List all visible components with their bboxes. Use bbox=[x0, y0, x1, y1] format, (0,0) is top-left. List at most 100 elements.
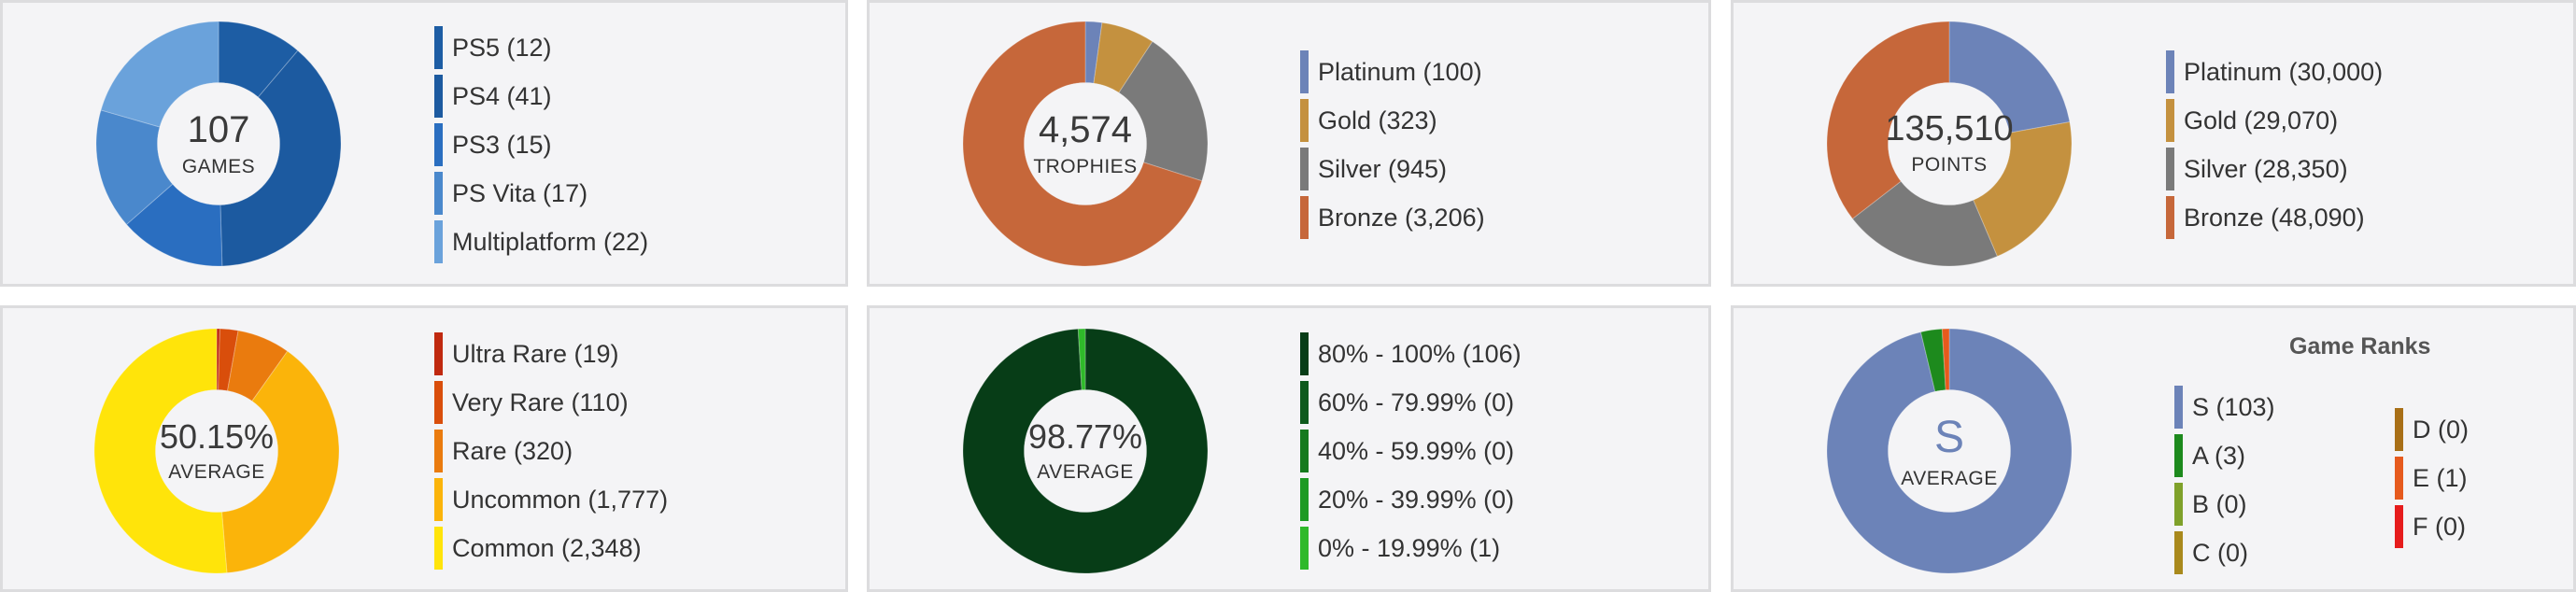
legend-label: PS Vita (17) bbox=[452, 179, 588, 207]
legend-swatch bbox=[2395, 408, 2403, 451]
donut-hole bbox=[1024, 82, 1147, 205]
legend-swatch bbox=[1300, 430, 1309, 472]
legend-swatch bbox=[434, 75, 443, 118]
legend-swatch bbox=[2395, 457, 2403, 500]
donut-svg bbox=[95, 21, 342, 267]
points-total: 135,510 bbox=[1885, 109, 2014, 148]
trophies-center: 4,574 TROPHIES bbox=[963, 111, 1208, 178]
legend-swatch bbox=[434, 172, 443, 215]
legend-swatch bbox=[2166, 99, 2174, 142]
legend-label: F (0) bbox=[2413, 513, 2466, 541]
points-panel: 135,510 POINTS Platinum (30,000) Gold (29… bbox=[1731, 0, 2576, 287]
legend-label: Rare (320) bbox=[452, 437, 573, 465]
ranks-panel: S AVERAGE Game Ranks S (103) A (3) B (0) C … bbox=[1731, 305, 2576, 592]
legend-label: PS5 (12) bbox=[452, 34, 552, 62]
legend-label: S (103) bbox=[2192, 393, 2275, 421]
ranks-average: S bbox=[1933, 413, 1964, 462]
donut-hole bbox=[1888, 82, 2011, 205]
games-donut bbox=[95, 21, 342, 267]
legend-swatch bbox=[1300, 196, 1309, 239]
legend-label: 40% - 59.99% (0) bbox=[1318, 437, 1515, 465]
legend-swatch bbox=[2166, 50, 2174, 93]
legend-label: A (3) bbox=[2192, 442, 2246, 470]
rarity-donut bbox=[93, 328, 340, 574]
rarity-panel: 50.15% AVERAGE Ultra Rare (19) Very Rare … bbox=[0, 305, 848, 592]
legend-label: Silver (945) bbox=[1318, 155, 1448, 183]
legend-swatch bbox=[434, 478, 443, 521]
legend-swatch bbox=[1300, 381, 1309, 424]
legend-swatch bbox=[1300, 332, 1309, 375]
donut-hole bbox=[1024, 389, 1147, 513]
rarity-center-label: AVERAGE bbox=[168, 461, 265, 483]
legend-swatch bbox=[434, 332, 443, 375]
legend-label: 60% - 79.99% (0) bbox=[1318, 388, 1515, 416]
points-center-label: POINTS bbox=[1911, 154, 1988, 176]
legend-label: Platinum (100) bbox=[1318, 58, 1482, 86]
legend-label: Multiplatform (22) bbox=[452, 228, 649, 256]
legend-swatch bbox=[434, 527, 443, 570]
trophies-donut bbox=[962, 21, 1209, 267]
legend-swatch bbox=[1300, 50, 1309, 93]
rarity-average: 50.15% bbox=[159, 417, 275, 456]
legend-label: C (0) bbox=[2192, 539, 2248, 567]
donut-hole bbox=[157, 82, 280, 205]
trophies-total: 4,574 bbox=[1038, 109, 1133, 150]
rarity-center: 50.15% AVERAGE bbox=[94, 420, 339, 484]
legend-label: Very Rare (110) bbox=[452, 388, 629, 416]
trophies-panel: 4,574 TROPHIES Platinum (100) Gold (323) S… bbox=[867, 0, 1711, 287]
donut-svg bbox=[93, 328, 340, 574]
donut-svg bbox=[962, 21, 1209, 267]
legend-label: D (0) bbox=[2413, 416, 2469, 444]
ranks-center-label: AVERAGE bbox=[1901, 468, 1998, 489]
completion-center: 98.77% AVERAGE bbox=[963, 420, 1208, 484]
donut-hole bbox=[155, 389, 278, 513]
legend-swatch bbox=[1300, 99, 1309, 142]
legend-label: 0% - 19.99% (1) bbox=[1318, 534, 1501, 562]
legend-label: B (0) bbox=[2192, 490, 2247, 518]
donut-svg bbox=[962, 328, 1209, 574]
games-center-label: GAMES bbox=[181, 156, 256, 177]
legend-label: E (1) bbox=[2413, 464, 2468, 492]
legend-label: Silver (28,350) bbox=[2184, 155, 2348, 183]
legend-swatch bbox=[2174, 434, 2183, 477]
legend-swatch bbox=[434, 381, 443, 424]
ranks-title: Game Ranks bbox=[2289, 333, 2431, 359]
legend-label: Uncommon (1,777) bbox=[452, 486, 669, 514]
legend-label: 20% - 39.99% (0) bbox=[1318, 486, 1515, 514]
legend-label: Platinum (30,000) bbox=[2184, 58, 2384, 86]
donut-svg bbox=[1826, 328, 2073, 574]
legend-label: 80% - 100% (106) bbox=[1318, 340, 1522, 368]
slice-ps-vita[interactable] bbox=[95, 109, 174, 226]
games-total: 107 bbox=[187, 109, 250, 150]
legend-swatch bbox=[2166, 148, 2174, 190]
completion-center-label: AVERAGE bbox=[1037, 461, 1134, 483]
legend-swatch bbox=[1300, 148, 1309, 190]
legend-label: Common (2,348) bbox=[452, 534, 642, 562]
legend-swatch bbox=[1300, 478, 1309, 521]
legend-swatch bbox=[2174, 531, 2183, 574]
legend-label: PS3 (15) bbox=[452, 131, 552, 159]
donut-svg bbox=[1826, 21, 2073, 267]
legend-label: Bronze (3,206) bbox=[1318, 204, 1485, 232]
completion-donut bbox=[962, 328, 1209, 574]
legend-swatch bbox=[1300, 527, 1309, 570]
ranks-donut bbox=[1826, 328, 2073, 574]
ranks-center: S AVERAGE bbox=[1827, 416, 2072, 490]
legend-label: PS4 (41) bbox=[452, 82, 552, 110]
donut-hole bbox=[1888, 389, 2011, 513]
legend-swatch bbox=[434, 123, 443, 166]
legend-swatch bbox=[2166, 196, 2174, 239]
legend-label: Gold (323) bbox=[1318, 106, 1437, 134]
games-panel: 107 GAMES PS5 (12) PS4 (41) PS3 (15) PS Vit… bbox=[0, 0, 848, 287]
trophies-center-label: TROPHIES bbox=[1033, 156, 1138, 177]
legend-swatch bbox=[2174, 386, 2183, 429]
legend-swatch bbox=[2174, 483, 2183, 526]
completion-average: 98.77% bbox=[1027, 417, 1143, 456]
legend-label: Ultra Rare (19) bbox=[452, 340, 619, 368]
legend-label: Bronze (48,090) bbox=[2184, 204, 2365, 232]
points-donut bbox=[1826, 21, 2073, 267]
legend-swatch bbox=[2395, 505, 2403, 548]
legend-swatch bbox=[434, 220, 443, 263]
legend-swatch bbox=[434, 430, 443, 472]
legend-swatch bbox=[434, 26, 443, 69]
